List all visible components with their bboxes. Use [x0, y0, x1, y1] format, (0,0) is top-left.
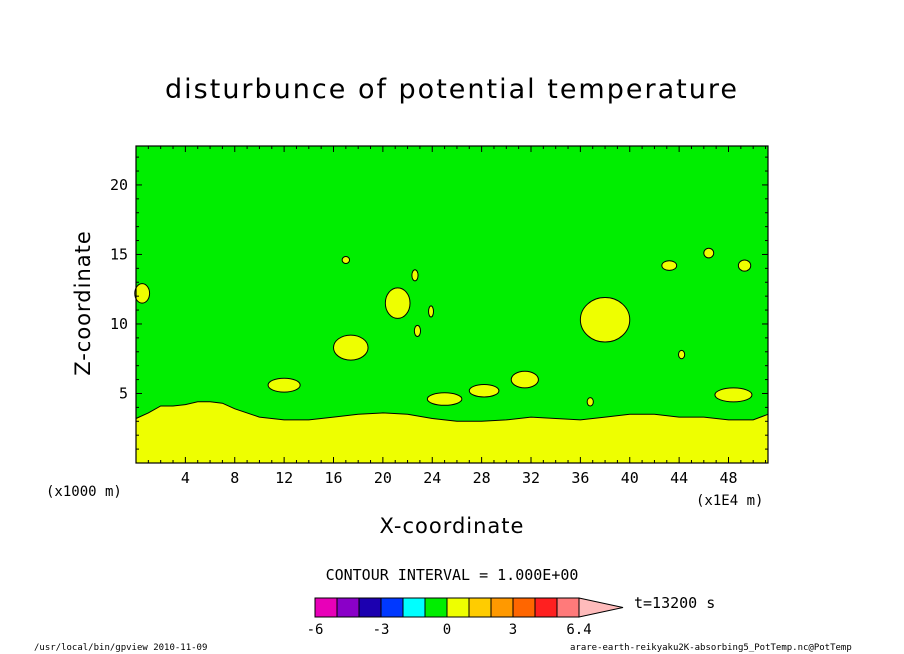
y-tick-label: 15 [110, 245, 128, 263]
positive-blob [714, 387, 753, 403]
footer-right: arare-earth-reikyaku2K-absorbing5_PotTem… [570, 643, 852, 653]
x-tick-label: 32 [522, 469, 540, 487]
x-unit-left: (x1000 m) [46, 484, 122, 500]
positive-blob [468, 383, 500, 398]
x-tick-label: 44 [670, 469, 688, 487]
x-tick-label: 20 [374, 469, 392, 487]
x-axis-label: X-coordinate [379, 514, 525, 538]
positive-blob [703, 247, 715, 259]
colorbar-swatch [402, 597, 426, 618]
x-unit-right: (x1E4 m) [696, 493, 764, 509]
footer-left: /usr/local/bin/gpview 2010-11-09 [34, 643, 208, 653]
y-tick-label: 20 [110, 176, 128, 194]
colorbar-tick-label: 6.4 [566, 622, 591, 638]
colorbar-tick-label: 3 [509, 622, 517, 638]
x-tick-label: 48 [719, 469, 737, 487]
positive-blob [510, 370, 539, 389]
positive-blob [678, 349, 686, 360]
positive-blob [384, 287, 411, 319]
positive-blob [661, 260, 678, 271]
positive-blob [428, 305, 434, 318]
positive-blob [579, 297, 631, 343]
positive-blob [134, 283, 151, 304]
colorbar-swatch [556, 597, 580, 618]
colorbar-swatch [424, 597, 448, 618]
colorbar-swatch [446, 597, 470, 618]
colorbar-swatch [380, 597, 404, 618]
x-tick-label: 40 [621, 469, 639, 487]
x-tick-label: 8 [230, 469, 239, 487]
positive-blob [341, 256, 351, 264]
colorbar-swatch [490, 597, 514, 618]
colorbar-tip [578, 597, 624, 618]
colorbar-tick-label: 0 [443, 622, 451, 638]
x-tick-label: 12 [275, 469, 293, 487]
background-level [136, 146, 768, 463]
time-label: t=13200 s [634, 594, 716, 612]
plot-area [134, 146, 769, 464]
x-tick-label: 36 [571, 469, 589, 487]
positive-blob [413, 324, 422, 337]
colorbar: -6 -3 0 3 6.4 [307, 597, 624, 638]
colorbar-swatch [314, 597, 338, 618]
x-tick-label: 4 [181, 469, 190, 487]
colorbar-tick-label: -3 [373, 622, 390, 638]
colorbar-swatch [468, 597, 492, 618]
x-tick-label: 24 [423, 469, 441, 487]
colorbar-swatch [512, 597, 536, 618]
contour-interval-label: CONTOUR INTERVAL = 1.000E+00 [325, 566, 579, 584]
positive-blob [737, 259, 752, 272]
y-tick-label: 5 [119, 384, 128, 402]
positive-blob [411, 269, 419, 282]
colorbar-swatch [336, 597, 360, 618]
colorbar-swatch [358, 597, 382, 618]
colorbar-tick-label: -6 [307, 622, 324, 638]
x-tick-label: 28 [473, 469, 491, 487]
chart-title: disturbunce of potential temperature [165, 74, 739, 105]
positive-blob [426, 392, 463, 406]
low-positive-layer [135, 401, 769, 464]
x-tick-label: 16 [324, 469, 342, 487]
y-tick-label: 10 [110, 315, 128, 333]
positive-blob [333, 334, 369, 361]
positive-blob [586, 397, 594, 407]
colorbar-swatch [534, 597, 558, 618]
plot-frame [135, 145, 769, 464]
positive-blob [267, 377, 301, 393]
